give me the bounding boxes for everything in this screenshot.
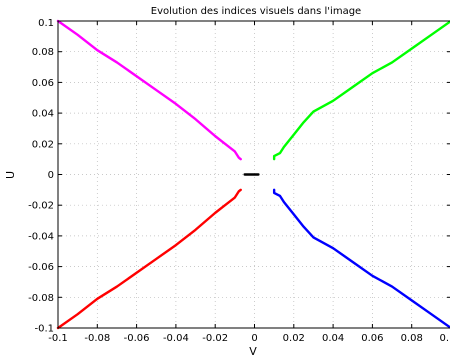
y-tick-label: -0.02 — [28, 201, 54, 212]
y-tick-label: -0.06 — [28, 262, 54, 273]
y-tick-label: 0.08 — [32, 47, 54, 58]
x-axis-label: V — [249, 345, 257, 358]
y-tick-label: 0 — [48, 170, 54, 181]
series-line-3 — [56, 188, 242, 330]
x-tick-label: 0.08 — [401, 333, 423, 344]
x-tick-label: 0.06 — [361, 333, 383, 344]
y-tick-label: 0.02 — [32, 139, 54, 150]
x-tick-label: 0.02 — [283, 333, 305, 344]
y-tick-label: -0.04 — [28, 231, 54, 242]
series-line-4 — [272, 188, 450, 329]
series-group — [56, 19, 450, 330]
series-line-1 — [56, 19, 242, 161]
y-tick-label: 0.06 — [32, 78, 54, 89]
x-tick-label: 0 — [251, 333, 257, 344]
x-tick-label: -0.04 — [163, 333, 189, 344]
y-axis-label: U — [4, 171, 17, 179]
chart-title: Evolution des indices visuels dans l'ima… — [151, 6, 361, 17]
x-tick-label: 0.04 — [322, 333, 344, 344]
y-tick-label: -0.08 — [28, 293, 54, 304]
series-line-2 — [272, 20, 450, 161]
x-tick-label: -0.1 — [48, 333, 68, 344]
x-tick-label: 0. — [439, 333, 449, 344]
y-tick-label: 0.04 — [32, 109, 54, 120]
x-tick-label: -0.08 — [84, 333, 110, 344]
x-tick-label: -0.06 — [124, 333, 150, 344]
y-tick-label: 0.1 — [38, 18, 54, 29]
ticks-group: -0.1 -0.08 -0.06 -0.04 -0.02 0 0.02 0.04 0.06 0.0… — [28, 18, 450, 344]
y-tick-label: -0.1 — [34, 324, 54, 335]
x-tick-label: -0.02 — [202, 333, 228, 344]
